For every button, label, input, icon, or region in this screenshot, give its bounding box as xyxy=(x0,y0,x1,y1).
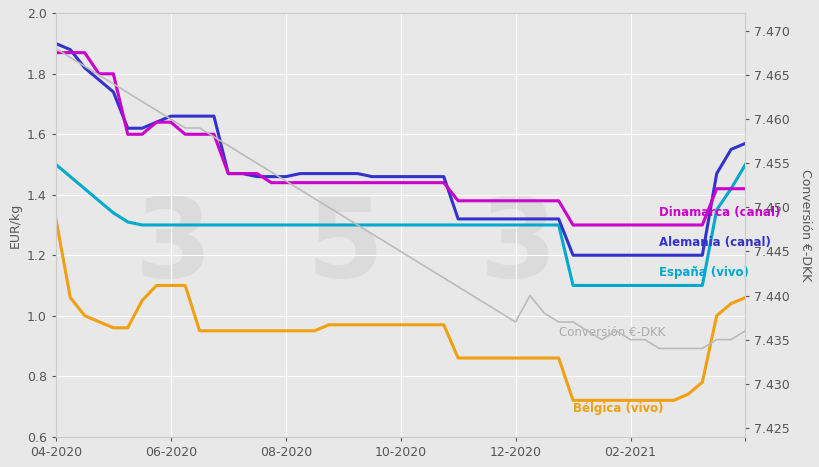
Text: 3: 3 xyxy=(134,193,211,300)
Text: Dinamarca (canal): Dinamarca (canal) xyxy=(658,206,780,219)
Text: Alemania (canal): Alemania (canal) xyxy=(658,236,770,249)
Y-axis label: EUR/kg: EUR/kg xyxy=(8,202,21,248)
Y-axis label: Conversión €-DKK: Conversión €-DKK xyxy=(798,169,811,281)
Text: Conversión €-DKK: Conversión €-DKK xyxy=(558,326,664,340)
Text: España (vivo): España (vivo) xyxy=(658,266,749,279)
Text: 3: 3 xyxy=(478,193,556,300)
Text: 5: 5 xyxy=(306,193,383,300)
Text: Bélgica (vivo): Bélgica (vivo) xyxy=(572,403,663,416)
